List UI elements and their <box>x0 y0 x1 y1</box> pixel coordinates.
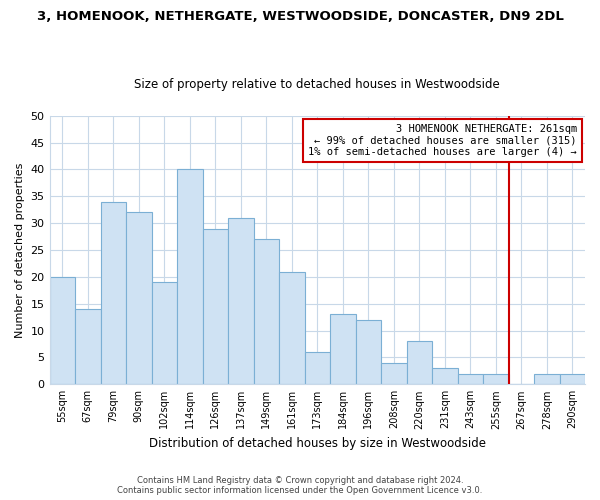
Text: 3 HOMENOOK NETHERGATE: 261sqm
← 99% of detached houses are smaller (315)
1% of s: 3 HOMENOOK NETHERGATE: 261sqm ← 99% of d… <box>308 124 577 157</box>
Bar <box>305 352 330 384</box>
Bar <box>356 320 381 384</box>
Bar <box>381 363 407 384</box>
Bar <box>458 374 483 384</box>
Bar <box>101 202 126 384</box>
X-axis label: Distribution of detached houses by size in Westwoodside: Distribution of detached houses by size … <box>149 437 486 450</box>
Bar <box>228 218 254 384</box>
Bar <box>254 240 279 384</box>
Bar <box>330 314 356 384</box>
Bar <box>203 228 228 384</box>
Bar <box>483 374 509 384</box>
Bar <box>407 342 432 384</box>
Bar <box>50 277 75 384</box>
Y-axis label: Number of detached properties: Number of detached properties <box>15 162 25 338</box>
Bar <box>432 368 458 384</box>
Bar <box>152 282 177 384</box>
Bar <box>279 272 305 384</box>
Bar <box>75 309 101 384</box>
Bar <box>560 374 585 384</box>
Bar <box>534 374 560 384</box>
Title: Size of property relative to detached houses in Westwoodside: Size of property relative to detached ho… <box>134 78 500 91</box>
Text: 3, HOMENOOK, NETHERGATE, WESTWOODSIDE, DONCASTER, DN9 2DL: 3, HOMENOOK, NETHERGATE, WESTWOODSIDE, D… <box>37 10 563 23</box>
Bar <box>177 170 203 384</box>
Bar <box>126 212 152 384</box>
Text: Contains HM Land Registry data © Crown copyright and database right 2024.
Contai: Contains HM Land Registry data © Crown c… <box>118 476 482 495</box>
